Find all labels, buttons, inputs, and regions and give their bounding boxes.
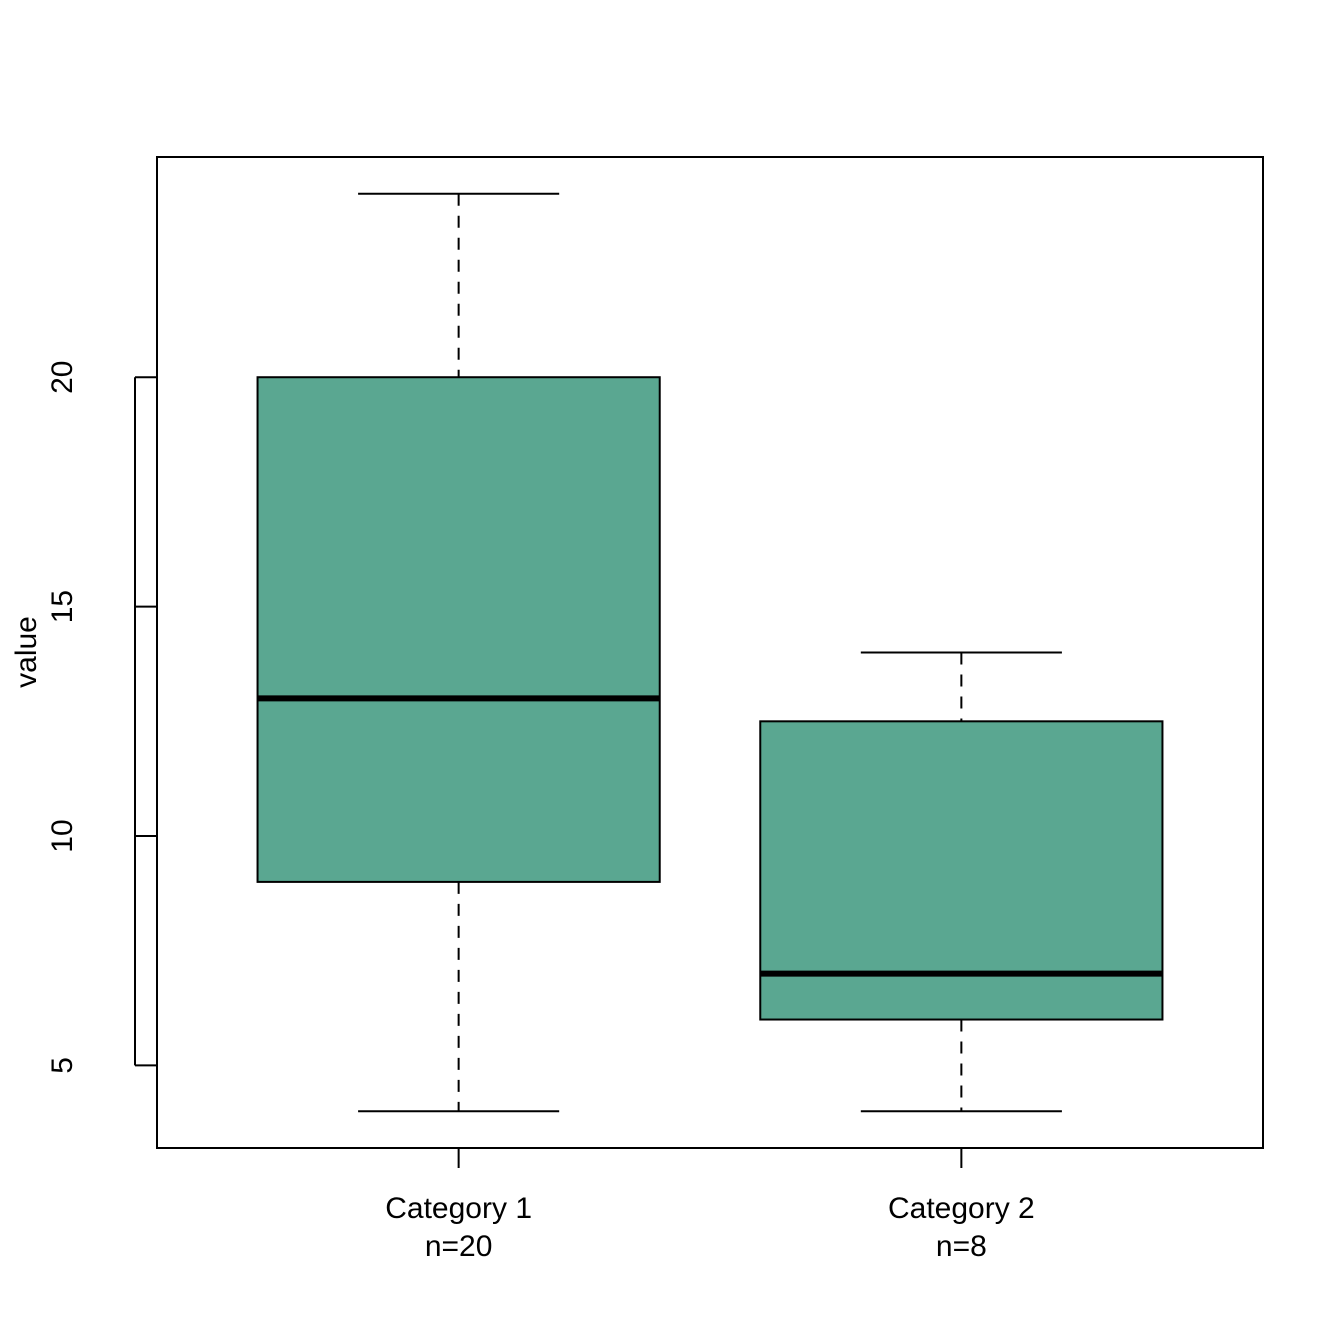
category-label: Category 1 xyxy=(385,1192,532,1225)
y-tick-label: 20 xyxy=(46,361,79,394)
category-count-label: n=20 xyxy=(425,1230,493,1263)
category-label: Category 2 xyxy=(888,1192,1035,1225)
category-count-label: n=8 xyxy=(936,1230,987,1263)
y-tick-label: 15 xyxy=(46,590,79,623)
y-axis-label: value xyxy=(10,616,43,688)
y-tick-label: 5 xyxy=(46,1057,79,1074)
y-tick-label: 10 xyxy=(46,819,79,852)
plot-frame xyxy=(156,156,1264,1149)
y-axis: 5 10 15 20 xyxy=(46,361,157,1074)
iqr-box xyxy=(256,376,661,883)
x-axis: Category 1 n=20 Category 2 n=8 xyxy=(385,1148,1035,1263)
iqr-box xyxy=(759,720,1164,1021)
boxes xyxy=(256,192,1164,1113)
